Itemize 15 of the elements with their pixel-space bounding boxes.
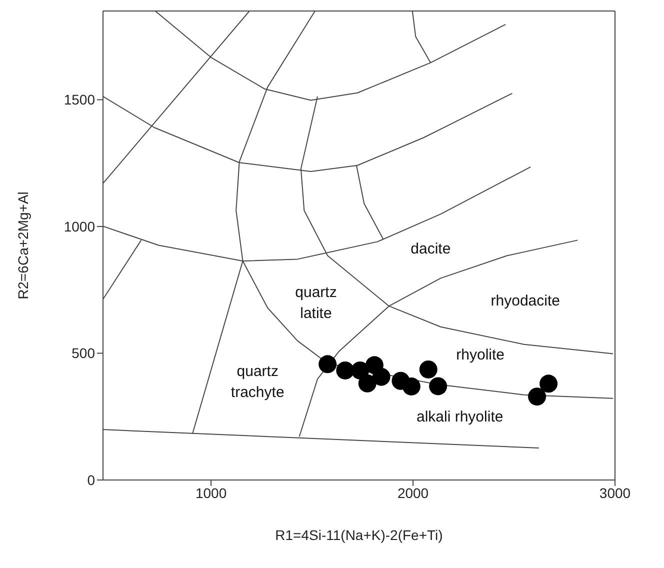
y-tick-label: 1000	[64, 218, 96, 234]
annotation: alkali rhyolite	[416, 408, 504, 428]
annotation: rhyodacite	[490, 292, 560, 312]
x-tick-label: 1000	[195, 484, 227, 501]
x-tick-label: 3000	[599, 484, 631, 501]
x-tick-label: 2000	[397, 484, 429, 501]
y-axis-title: R2=6Ca+2Mg+Al	[14, 192, 31, 300]
y-tick-label: 0	[87, 472, 96, 488]
y-tick-label: 500	[72, 345, 96, 362]
y-tick-label: 1500	[64, 92, 96, 108]
annotation: dacite	[410, 239, 451, 260]
annotation: rhyolite	[456, 345, 505, 366]
annotation: quartz trachyte	[230, 362, 284, 404]
x-axis-title: R1=4Si-11(Na+K)-2(Fe+Ti)	[275, 527, 443, 543]
annotation: quartz latite	[295, 282, 337, 324]
